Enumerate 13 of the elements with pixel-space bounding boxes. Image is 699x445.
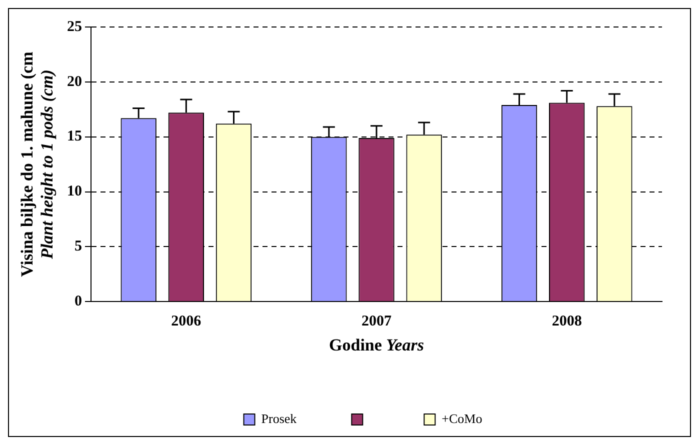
x-tick-label: 2006 bbox=[171, 313, 202, 330]
x-tick-label: 2008 bbox=[552, 313, 582, 330]
y-tick-label: 10 bbox=[67, 184, 82, 200]
y-axis-title: Visina biljke do 1. mahune (cm Plant height to 1 pods (cm) bbox=[17, 52, 56, 277]
legend-label: Prosek bbox=[261, 410, 298, 426]
x-tick-label: 2007 bbox=[362, 313, 392, 330]
x-axis-title: Godine Years bbox=[329, 335, 424, 354]
legend-label: +CoMo bbox=[442, 410, 482, 426]
y-tick-label: 20 bbox=[67, 74, 82, 90]
y-tick-label: 25 bbox=[67, 18, 82, 35]
y-tick-label: 15 bbox=[67, 128, 82, 145]
y-tick-label: 0 bbox=[74, 293, 82, 310]
y-tick-label: 5 bbox=[74, 238, 82, 255]
